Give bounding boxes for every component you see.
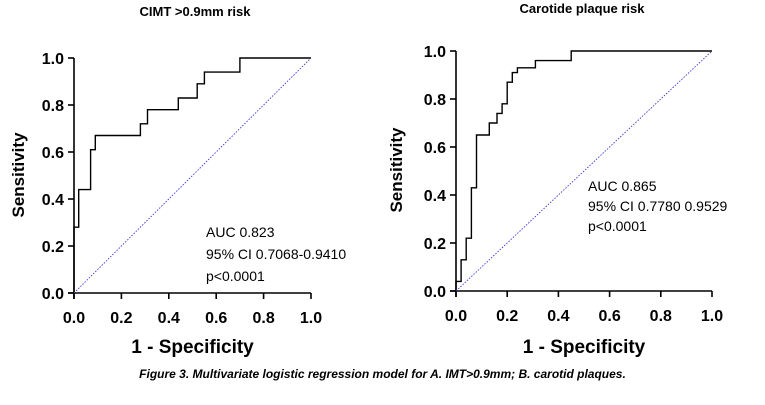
y-tick-label: 0.4 bbox=[42, 192, 64, 209]
y-tick-label: 1.0 bbox=[42, 51, 64, 68]
y-tick-label: 0.8 bbox=[424, 92, 446, 109]
annotation-text: AUC 0.865 bbox=[588, 178, 657, 194]
chart-title: CIMT >0.9mm risk bbox=[140, 4, 252, 19]
y-tick-label: 0.2 bbox=[42, 239, 64, 256]
annotation-text: 95% CI 0.7068-0.9410 bbox=[206, 246, 346, 262]
annotation-text: p<0.0001 bbox=[206, 268, 265, 284]
x-tick-label: 0.4 bbox=[158, 310, 180, 327]
x-tick-label: 0.6 bbox=[598, 308, 620, 325]
y-tick-label: 0.0 bbox=[424, 284, 446, 301]
chart-a: CIMT >0.9mm risk 0.0 0.2 0.4 0.6 0.8 1.0 0.0 0.2… bbox=[9, 4, 346, 358]
x-tick-label: 1.0 bbox=[701, 308, 723, 325]
x-tick-label: 0.0 bbox=[445, 308, 467, 325]
x-tick-label: 0.2 bbox=[110, 310, 132, 327]
x-tick-label: 0.2 bbox=[496, 308, 518, 325]
y-tick-label: 0.6 bbox=[424, 140, 446, 157]
reference-diagonal-line bbox=[455, 50, 713, 292]
annotation-text: p<0.0001 bbox=[588, 218, 647, 234]
x-tick-label: 0.8 bbox=[252, 310, 274, 327]
x-tick-label: 1.0 bbox=[300, 310, 322, 327]
roc-curve bbox=[73, 57, 311, 293]
figure-caption: Figure 3. Multivariate logistic regressi… bbox=[139, 367, 626, 381]
y-tick-label: 1.0 bbox=[424, 44, 446, 61]
y-tick-label: 0.0 bbox=[42, 286, 64, 303]
y-tick-label: 0.6 bbox=[42, 145, 64, 162]
y-tick-label: 0.8 bbox=[42, 98, 64, 115]
chart-title: Carotide plaque risk bbox=[520, 1, 646, 16]
x-tick-label: 0.8 bbox=[650, 308, 672, 325]
annotation-text: 95% CI 0.7780 0.9529 bbox=[588, 198, 728, 214]
roc-curve bbox=[455, 50, 712, 291]
x-axis-label: 1 - Specificity bbox=[131, 337, 254, 358]
y-axis-label: Sensitivity bbox=[387, 127, 406, 213]
chart-b: Carotide plaque risk 0.0 0.2 0.4 0.6 0.8 1.0 0.… bbox=[387, 1, 728, 358]
x-axis-label: 1 - Specificity bbox=[523, 337, 646, 358]
annotation-text: AUC 0.823 bbox=[206, 224, 275, 240]
x-tick-label: 0.6 bbox=[205, 310, 227, 327]
y-tick-label: 0.4 bbox=[424, 188, 446, 205]
x-tick-label: 0.0 bbox=[63, 310, 85, 327]
y-axis-label: Sensitivity bbox=[9, 132, 28, 218]
y-tick-label: 0.2 bbox=[424, 236, 446, 253]
x-tick-label: 0.4 bbox=[547, 308, 569, 325]
